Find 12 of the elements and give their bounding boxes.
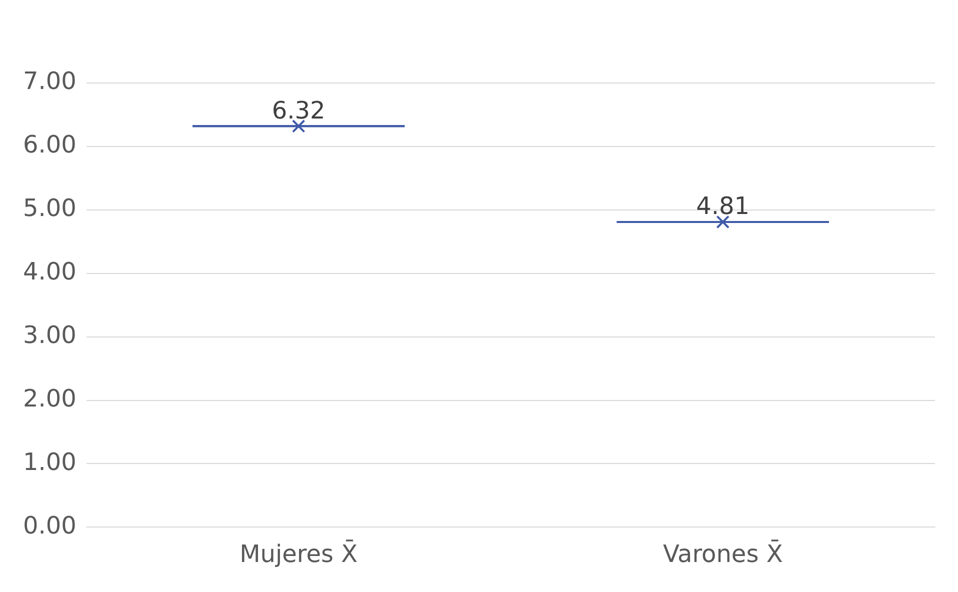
y-tick-label: 6.00 (23, 130, 76, 159)
text: 6.32 (272, 96, 326, 124)
text: 4.81 (696, 192, 750, 220)
x-tick-label: Mujeres X̄ (240, 539, 358, 568)
y-tick-label: 2.00 (23, 384, 76, 413)
y-tick-label: 0.00 (23, 511, 76, 540)
y-tick-label: 1.00 (23, 448, 76, 476)
y-tick-label: 4.00 (23, 258, 76, 286)
x-tick-label: Varones X̄ (662, 539, 783, 568)
y-tick-label: 5.00 (23, 194, 76, 222)
y-tick-label: 7.00 (23, 67, 76, 96)
y-tick-label: 3.00 (23, 321, 76, 350)
